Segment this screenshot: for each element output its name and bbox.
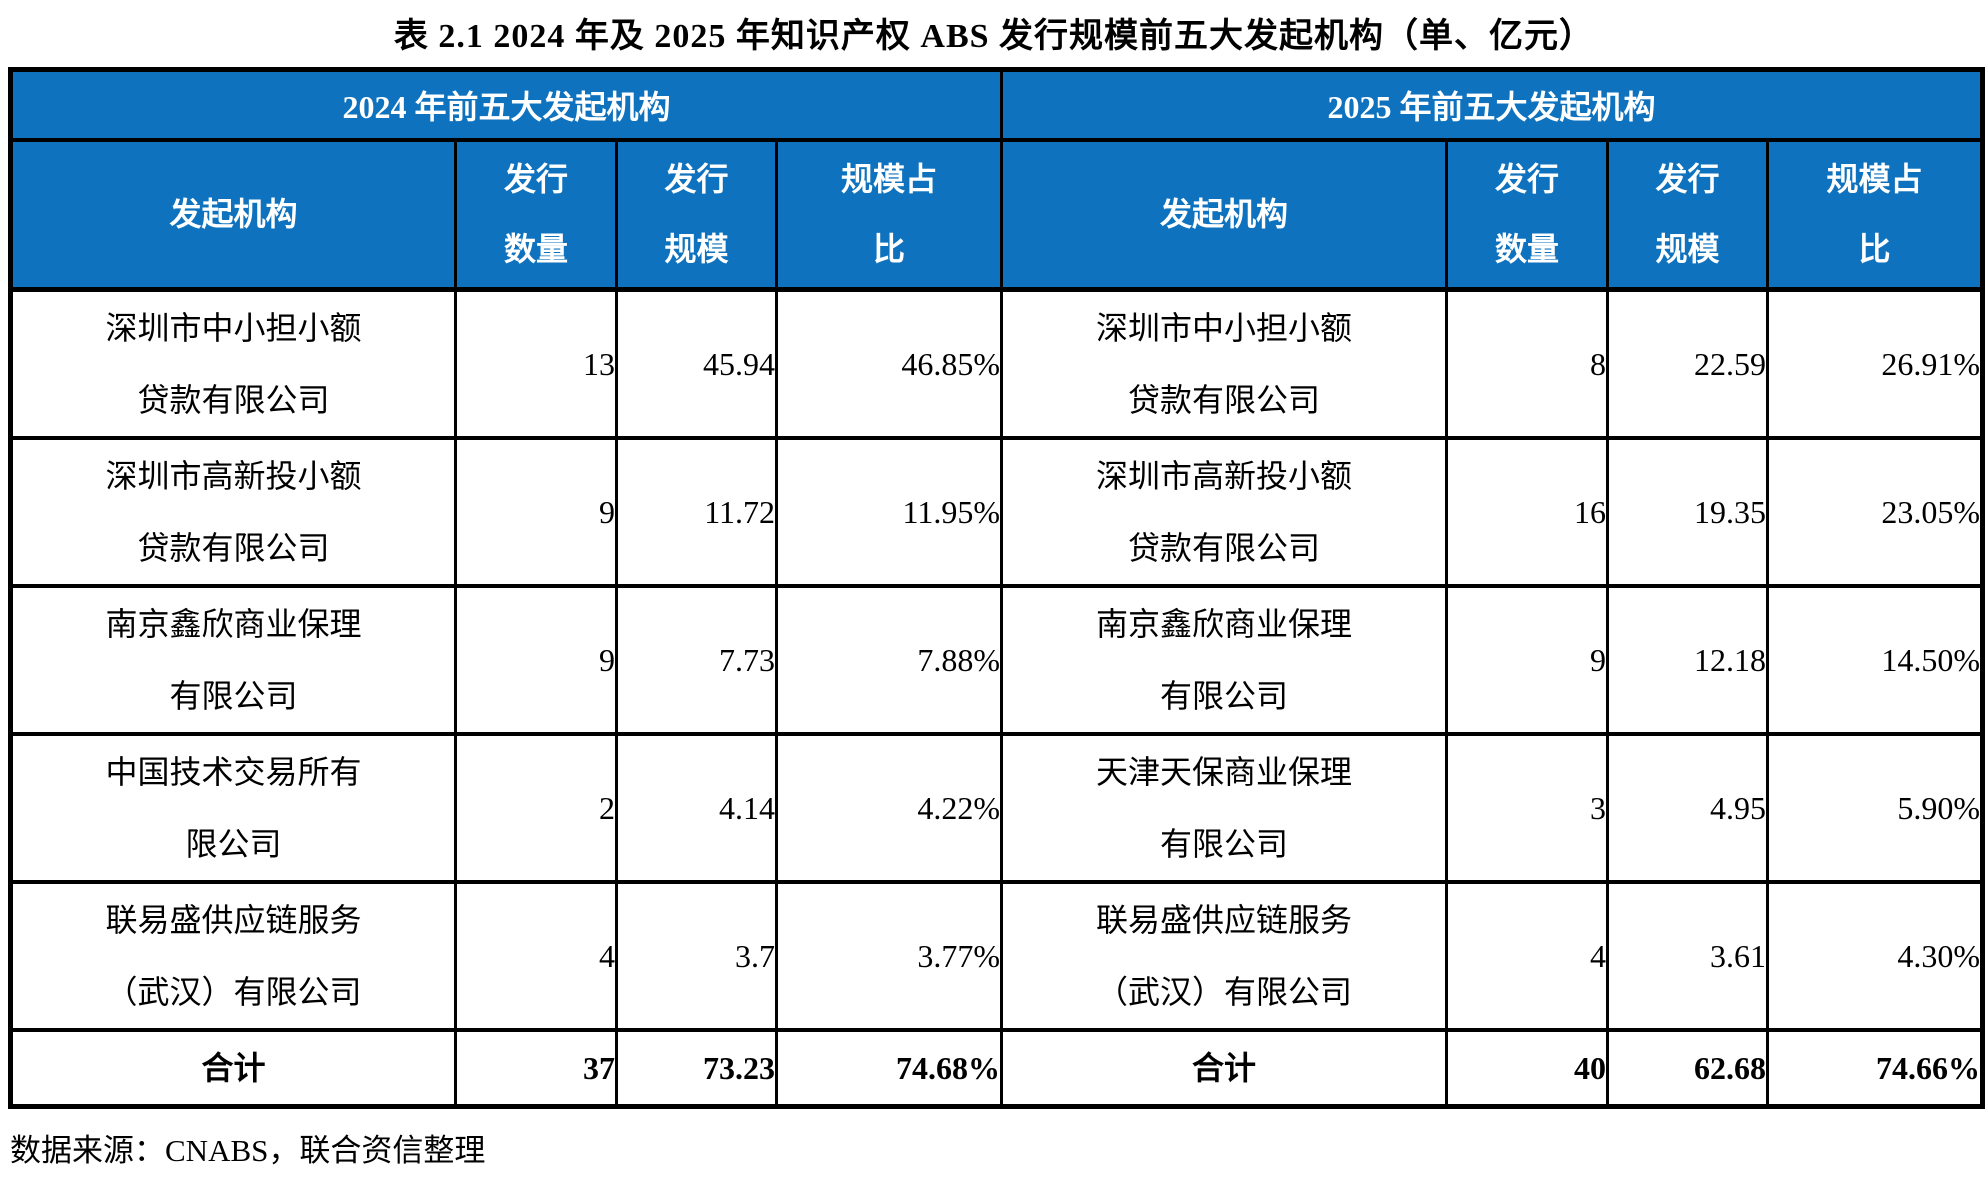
col-header-originator-2025: 发起机构 xyxy=(1000,137,1449,292)
table-row: 深圳市中小担小额 贷款有限公司 13 45.94 46.85% 深圳市中小担小额… xyxy=(9,287,1985,440)
group-header-row: 2024 年前五大发起机构 2025 年前五大发起机构 xyxy=(8,67,1985,142)
col-header-scale-2024: 发行 规模 xyxy=(615,137,778,292)
table-row: 南京鑫欣商业保理 有限公司 9 7.73 7.88% 南京鑫欣商业保理 有限公司… xyxy=(9,584,1985,736)
col-header-share-2025: 规模占 比 xyxy=(1766,137,1985,292)
cell-total-share-2025: 74.66% xyxy=(1766,1028,1985,1109)
ip-abs-originators-table: 2024 年前五大发起机构 2025 年前五大发起机构 发起机构 发行 数量 发… xyxy=(8,67,1986,1109)
cell-count-2024: 9 xyxy=(454,436,618,588)
cell-count-2025: 9 xyxy=(1445,584,1610,736)
cell-originator-2024: 深圳市中小担小额 贷款有限公司 xyxy=(9,287,457,440)
cell-originator-2025: 南京鑫欣商业保理 有限公司 xyxy=(1000,584,1449,736)
col-header-share-2024: 规模占 比 xyxy=(774,137,1004,292)
table-row: 深圳市高新投小额 贷款有限公司 9 11.72 11.95% 深圳市高新投小额 … xyxy=(9,436,1985,588)
cell-share-2025: 23.05% xyxy=(1766,436,1985,588)
cell-originator-2025: 天津天保商业保理 有限公司 xyxy=(1000,732,1449,884)
cell-total-share-2024: 74.68% xyxy=(774,1028,1004,1109)
data-source-note: 数据来源：CNABS，联合资信整理 xyxy=(10,1133,486,1168)
cell-share-2025: 4.30% xyxy=(1766,880,1985,1032)
col-header-originator-2024: 发起机构 xyxy=(9,137,457,292)
cell-share-2025: 26.91% xyxy=(1766,287,1985,440)
cell-originator-2024: 中国技术交易所有 限公司 xyxy=(9,732,457,884)
cell-count-2025: 3 xyxy=(1445,732,1610,884)
cell-scale-2024: 4.14 xyxy=(615,732,778,884)
column-header-row: 发起机构 发行 数量 发行 规模 规模占 比 发起机构 发行 数量 发行 规模 … xyxy=(9,137,1985,292)
cell-originator-2024: 深圳市高新投小额 贷款有限公司 xyxy=(9,436,457,588)
cell-scale-2024: 7.73 xyxy=(615,584,778,736)
col-header-count-2024: 发行 数量 xyxy=(454,137,618,292)
cell-scale-2024: 11.72 xyxy=(615,436,778,588)
cell-total-scale-2024: 73.23 xyxy=(615,1028,778,1109)
cell-originator-2024: 联易盛供应链服务 （武汉）有限公司 xyxy=(9,880,457,1032)
cell-scale-2025: 12.18 xyxy=(1606,584,1770,736)
cell-count-2024: 9 xyxy=(454,584,618,736)
cell-count-2025: 16 xyxy=(1445,436,1610,588)
cell-scale-2025: 22.59 xyxy=(1606,287,1770,440)
table-row: 联易盛供应链服务 （武汉）有限公司 4 3.7 3.77% 联易盛供应链服务 （… xyxy=(9,880,1985,1032)
cell-originator-2025: 深圳市中小担小额 贷款有限公司 xyxy=(1000,287,1449,440)
cell-count-2024: 2 xyxy=(454,732,618,884)
cell-count-2024: 13 xyxy=(454,287,618,440)
cell-share-2025: 14.50% xyxy=(1766,584,1985,736)
cell-share-2024: 46.85% xyxy=(774,287,1004,440)
total-row: 合计 37 73.23 74.68% 合计 40 62.68 74.66% xyxy=(9,1028,1985,1109)
cell-share-2024: 11.95% xyxy=(774,436,1004,588)
cell-share-2025: 5.90% xyxy=(1766,732,1985,884)
col-header-count-2025: 发行 数量 xyxy=(1445,137,1610,292)
cell-total-count-2025: 40 xyxy=(1445,1028,1610,1109)
cell-share-2024: 7.88% xyxy=(774,584,1004,736)
col-header-scale-2025: 发行 规模 xyxy=(1606,137,1770,292)
cell-count-2024: 4 xyxy=(454,880,618,1032)
cell-scale-2025: 3.61 xyxy=(1606,880,1770,1032)
cell-count-2025: 4 xyxy=(1445,880,1610,1032)
cell-scale-2025: 4.95 xyxy=(1606,732,1770,884)
cell-originator-2025: 联易盛供应链服务 （武汉）有限公司 xyxy=(1000,880,1449,1032)
cell-share-2024: 3.77% xyxy=(774,880,1004,1032)
cell-total-scale-2025: 62.68 xyxy=(1606,1028,1770,1109)
cell-originator-2025: 深圳市高新投小额 贷款有限公司 xyxy=(1000,436,1449,588)
cell-scale-2024: 3.7 xyxy=(615,880,778,1032)
table-row: 中国技术交易所有 限公司 2 4.14 4.22% 天津天保商业保理 有限公司 … xyxy=(9,732,1985,884)
cell-scale-2024: 45.94 xyxy=(615,287,778,440)
cell-total-label-2025: 合计 xyxy=(1000,1028,1449,1109)
cell-total-count-2024: 37 xyxy=(454,1028,618,1109)
group-header-2024: 2024 年前五大发起机构 xyxy=(8,67,1004,142)
table-title: 表 2.1 2024 年及 2025 年知识产权 ABS 发行规模前五大发起机构… xyxy=(393,18,1595,55)
cell-originator-2024: 南京鑫欣商业保理 有限公司 xyxy=(9,584,457,736)
cell-total-label-2024: 合计 xyxy=(9,1028,457,1109)
cell-scale-2025: 19.35 xyxy=(1606,436,1770,588)
cell-share-2024: 4.22% xyxy=(774,732,1004,884)
cell-count-2025: 8 xyxy=(1445,287,1610,440)
group-header-2025: 2025 年前五大发起机构 xyxy=(1000,67,1985,142)
